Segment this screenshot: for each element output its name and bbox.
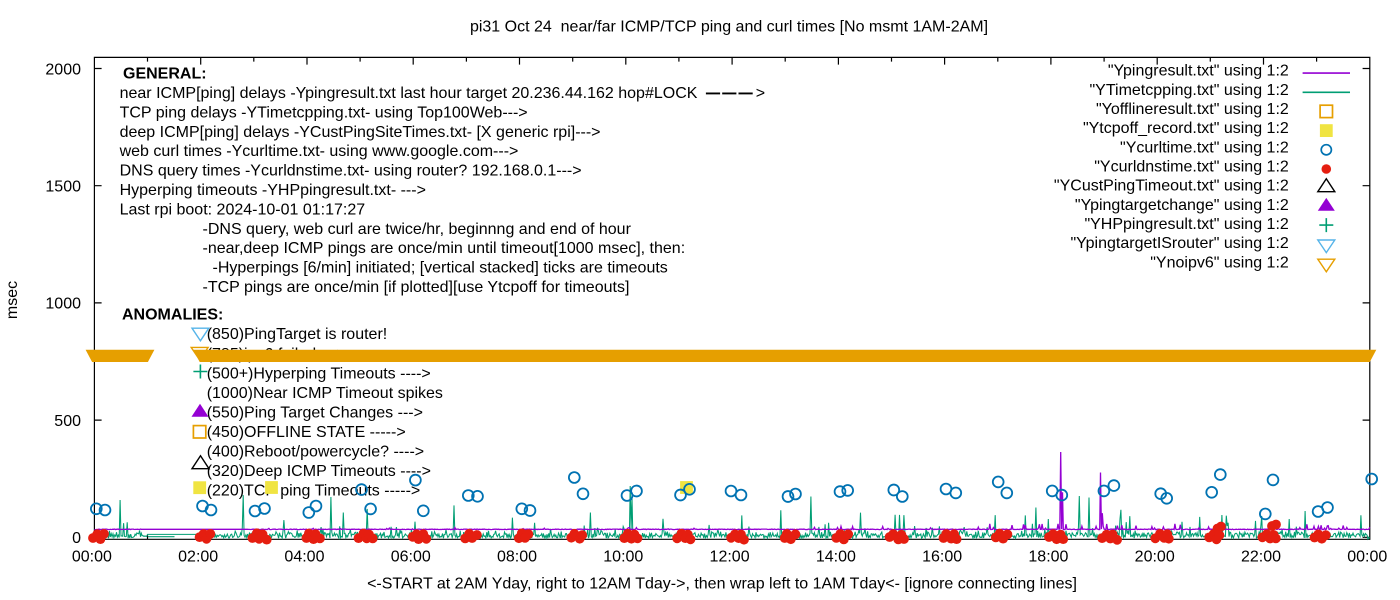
svg-text:GENERAL:: GENERAL: [123, 66, 207, 83]
svg-text:(1000)Near ICMP Timeout spikes: (1000)Near ICMP Timeout spikes [207, 385, 443, 402]
svg-text:"YTimetcpping.txt" using 1:2: "YTimetcpping.txt" using 1:2 [1089, 82, 1288, 99]
svg-text:msec: msec [4, 281, 21, 319]
svg-text:TCP ping delays -YTimetcpping.: TCP ping delays -YTimetcpping.txt- using… [120, 104, 528, 121]
svg-text:(220)TCP ping Timeouts ----->: (220)TCP ping Timeouts -----> [207, 483, 421, 500]
svg-text:(850)PingTarget is router!: (850)PingTarget is router! [207, 326, 388, 343]
svg-text:14:00: 14:00 [816, 549, 856, 566]
svg-text:04:00: 04:00 [284, 549, 324, 566]
svg-text:"Ycurltime.txt" using 1:2: "Ycurltime.txt" using 1:2 [1120, 139, 1289, 156]
svg-text:06:00: 06:00 [391, 549, 431, 566]
svg-text:"YHPpingresult.txt" using 1:2: "YHPpingresult.txt" using 1:2 [1084, 216, 1288, 233]
svg-text:00:00: 00:00 [72, 549, 112, 566]
svg-text:near ICMP[ping] delays -Ypingr: near ICMP[ping] delays -Ypingresult.txt … [120, 85, 698, 102]
svg-text:1000: 1000 [45, 296, 81, 313]
svg-text:(500+)Hyperping Timeouts ---->: (500+)Hyperping Timeouts ----> [207, 365, 431, 382]
svg-text:"Ypingresult.txt" using 1:2: "Ypingresult.txt" using 1:2 [1108, 63, 1289, 80]
svg-text:DNS query times -Ycurldnstime.: DNS query times -Ycurldnstime.txt- using… [120, 163, 582, 180]
svg-text:(450)OFFLINE STATE ----->: (450)OFFLINE STATE -----> [207, 424, 406, 441]
svg-text:Last rpi boot: 2024-10-01 01:1: Last rpi boot: 2024-10-01 01:17:27 [120, 201, 366, 218]
svg-text:>: > [756, 85, 765, 102]
svg-text:<-START at 2AM Yday, right to: <-START at 2AM Yday, right to 12AM Tday-… [367, 576, 1077, 593]
svg-text:02:00: 02:00 [178, 549, 218, 566]
svg-text:"Ynoipv6" using 1:2: "Ynoipv6" using 1:2 [1150, 254, 1289, 271]
svg-text:"Ycurldnstime.txt" using 1:2: "Ycurldnstime.txt" using 1:2 [1094, 159, 1289, 176]
svg-text:(320)Deep ICMP Timeouts ---->: (320)Deep ICMP Timeouts ----> [207, 463, 431, 480]
svg-text:(400)Reboot/powercycle? ---->: (400)Reboot/powercycle? ----> [207, 444, 424, 461]
svg-text:22:00: 22:00 [1241, 549, 1281, 566]
svg-text:"YCustPingTimeout.txt" using 1: "YCustPingTimeout.txt" using 1:2 [1054, 178, 1289, 195]
svg-text:0: 0 [72, 530, 81, 547]
svg-text:-near,deep ICMP pings are once: -near,deep ICMP pings are once/min until… [203, 240, 686, 257]
svg-text:500: 500 [54, 413, 81, 430]
svg-text:-TCP pings are once/min [if pl: -TCP pings are once/min [if plotted][use… [203, 279, 630, 296]
svg-text:2000: 2000 [45, 61, 81, 78]
svg-text:"Ytcpoff_record.txt" using 1:2: "Ytcpoff_record.txt" using 1:2 [1083, 120, 1289, 137]
svg-text:(550)Ping Target Changes --->: (550)Ping Target Changes ---> [207, 404, 423, 421]
svg-text:deep ICMP[ping] delays -YCustP: deep ICMP[ping] delays -YCustPingSiteTim… [120, 124, 601, 141]
svg-text:12:00: 12:00 [710, 549, 750, 566]
svg-text:"Yofflineresult.txt" using 1:2: "Yofflineresult.txt" using 1:2 [1096, 101, 1289, 118]
svg-text:web curl times -Ycurltime.txt-: web curl times -Ycurltime.txt- using www… [119, 143, 519, 160]
svg-text:10:00: 10:00 [603, 549, 643, 566]
svg-text:20:00: 20:00 [1135, 549, 1175, 566]
svg-text:"Ypingtargetchange" using 1:2: "Ypingtargetchange" using 1:2 [1075, 197, 1289, 214]
svg-text:Hyperping timeouts -YHPpingres: Hyperping timeouts -YHPpingresult.txt- -… [120, 182, 426, 199]
svg-text:-Hyperpings [6/min] initiated;: -Hyperpings [6/min] initiated; [vertical… [213, 260, 668, 277]
svg-text:1500: 1500 [45, 179, 81, 196]
svg-text:16:00: 16:00 [922, 549, 962, 566]
svg-text:-DNS query, web curl are twice: -DNS query, web curl are twice/hr, begin… [203, 221, 632, 238]
svg-text:"YpingtargetISrouter" using 1:: "YpingtargetISrouter" using 1:2 [1070, 235, 1288, 252]
svg-text:00:00: 00:00 [1347, 549, 1387, 566]
svg-text:ANOMALIES:: ANOMALIES: [122, 307, 223, 324]
svg-text:08:00: 08:00 [497, 549, 537, 566]
svg-text:18:00: 18:00 [1028, 549, 1068, 566]
svg-text:pi31 Oct 24 near/far ICMP/TCP: pi31 Oct 24 near/far ICMP/TCP ping and c… [470, 19, 988, 36]
